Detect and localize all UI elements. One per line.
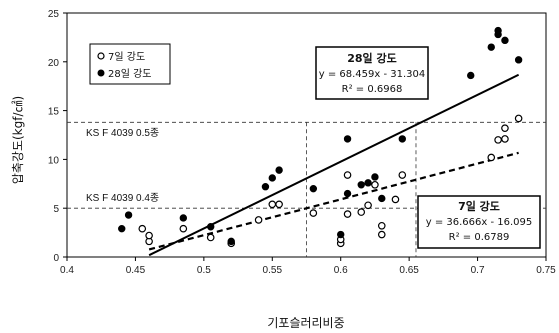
point-28day [261, 183, 270, 191]
point-7day [254, 216, 263, 224]
point-7day [275, 200, 283, 209]
point-7day [501, 124, 509, 132]
y-axis-ticks: 0 5 10 15 20 25 [48, 9, 67, 264]
point-7day [179, 224, 188, 233]
x-tick-label: 0.65 [399, 265, 419, 276]
equation-box-7day-equation: y = 36.666x - 16.095 [426, 217, 533, 228]
point-7day [391, 195, 400, 204]
y-tick-label: 5 [53, 204, 59, 215]
point-28day [118, 224, 126, 233]
point-28day [207, 223, 215, 231]
data-points [118, 26, 523, 248]
point-7day [206, 233, 215, 242]
equation-box-28day: 28일 강도 y = 68.459x - 31.304 R² = 0.6968 [315, 46, 429, 100]
point-7day [514, 114, 523, 123]
equation-box-7day: 7일 강도 y = 36.666x - 16.095 R² = 0.6789 [417, 195, 541, 249]
point-7day [501, 135, 509, 143]
point-7day [377, 221, 386, 230]
point-28day [501, 36, 509, 45]
equation-box-7day-title: 7일 강도 [458, 199, 500, 213]
equation-box-28day-r2: R² = 0.6968 [342, 84, 403, 95]
point-7day [145, 231, 153, 240]
x-tick-label: 0.5 [197, 265, 211, 276]
x-tick-label: 0.4 [60, 265, 74, 276]
point-28day [227, 237, 235, 246]
point-7day [138, 224, 147, 233]
equation-box-28day-equation: y = 68.459x - 31.304 [319, 69, 426, 80]
legend: 7일 강도 28일 강도 [89, 43, 171, 85]
y-tick-label: 0 [53, 253, 59, 264]
legend-box [89, 43, 171, 85]
point-28day [364, 179, 372, 187]
point-28day [124, 211, 133, 219]
legend-marker-7day [97, 52, 105, 60]
x-tick-label: 0.6 [334, 265, 348, 276]
equation-box-7day-frame [417, 195, 541, 249]
y-tick-label: 25 [48, 9, 60, 20]
point-7day [494, 136, 502, 144]
point-28day [343, 189, 352, 198]
point-28day [371, 173, 379, 181]
point-7day [309, 209, 318, 217]
point-7day [357, 208, 366, 216]
point-28day [337, 230, 345, 239]
y-axis-title: 압축강도(kgf/㎠) [11, 96, 25, 184]
x-tick-label: 0.7 [471, 265, 485, 276]
point-7day [487, 153, 496, 162]
y-tick-label: 20 [48, 58, 60, 69]
point-7day [343, 210, 352, 218]
point-7day [398, 171, 407, 179]
point-28day [514, 56, 523, 64]
x-axis-ticks: 0.4 0.45 0.5 0.55 0.6 0.65 0.7 0.75 [60, 257, 556, 276]
legend-label-28day: 28일 강도 [108, 68, 152, 80]
x-axis-title: 기포슬러리비중 [267, 316, 344, 330]
x-tick-label: 0.45 [126, 265, 146, 276]
point-7day [371, 180, 379, 189]
y-tick-label: 10 [48, 155, 60, 166]
x-tick-label: 0.55 [263, 265, 283, 276]
point-28day [398, 135, 406, 143]
point-28day [309, 184, 318, 193]
trendline-7day [148, 151, 519, 251]
point-7day [268, 200, 277, 209]
point-7day [364, 201, 372, 210]
point-28day [179, 214, 188, 222]
x-tick-label: 0.75 [536, 265, 556, 276]
point-28day [343, 135, 352, 143]
point-28day [275, 166, 283, 174]
point-28day [357, 181, 365, 189]
equation-box-28day-title: 28일 강도 [347, 51, 397, 65]
equation-box-28day-frame [315, 46, 429, 100]
legend-label-7day: 7일 강도 [108, 51, 145, 63]
point-28day [494, 26, 502, 35]
ref-label-0.4: KS F 4039 0.4종 [86, 192, 159, 204]
point-7day [343, 171, 352, 179]
point-28day [268, 174, 276, 182]
point-28day [487, 43, 495, 51]
legend-marker-28day [97, 69, 105, 77]
point-7day [377, 230, 386, 239]
point-28day [378, 194, 386, 203]
y-tick-label: 15 [48, 107, 60, 118]
equation-box-7day-r2: R² = 0.6789 [449, 232, 510, 243]
ref-label-0.5: KS F 4039 0.5종 [86, 127, 159, 139]
point-28day [467, 71, 475, 80]
